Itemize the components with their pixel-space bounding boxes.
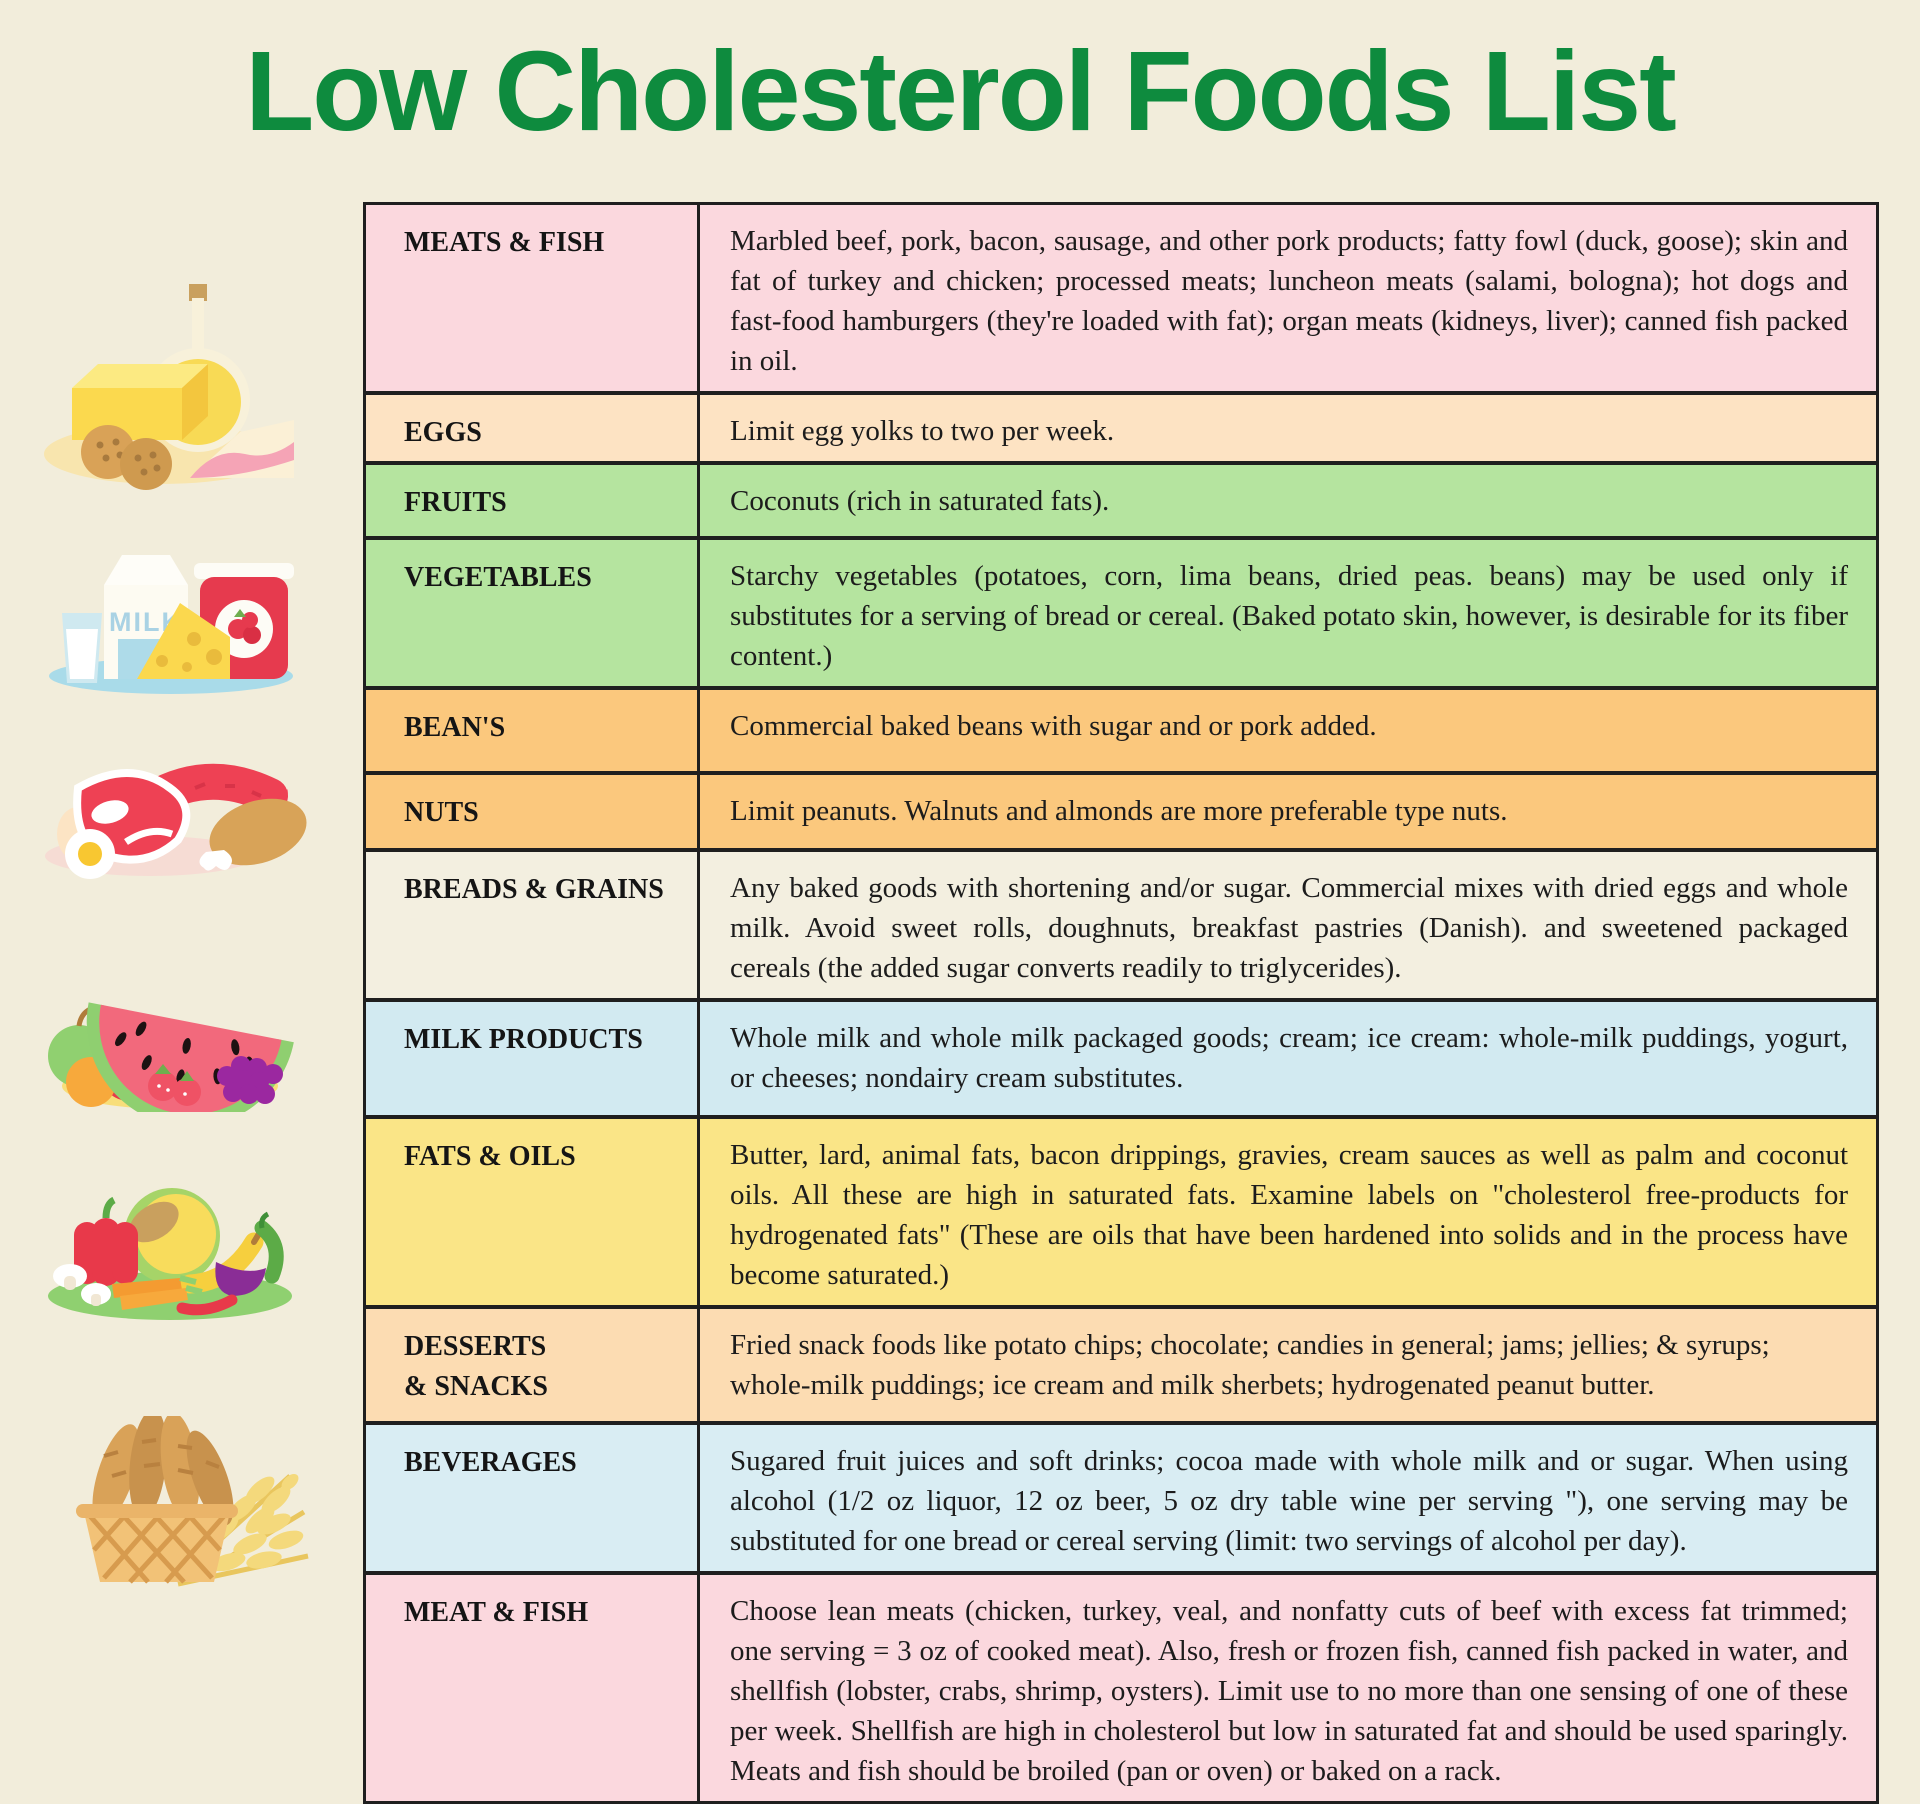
category-label: MEAT & FISH	[366, 1575, 700, 1801]
category-description: Limit egg yolks to two per week.	[730, 415, 1115, 447]
page-title: Low Cholesterol Foods List	[245, 28, 1677, 154]
category-label: VEGETABLES	[366, 540, 700, 686]
category-label: DESSERTS & SNACKS	[366, 1309, 700, 1421]
category-label: EGGS	[366, 395, 700, 461]
category-description: Sugared fruit juices and soft drinks; co…	[730, 1445, 1848, 1557]
category-description: Butter, lard, animal fats, bacon drippin…	[730, 1139, 1848, 1291]
vegetables-plate-illustration	[40, 1184, 300, 1322]
infographic-page: Low Cholesterol Foods List	[28, 28, 1879, 1804]
category-description: Any baked goods with shortening and/or s…	[730, 872, 1848, 984]
table-row: EGGS Limit egg yolks to two per week.	[366, 395, 1876, 465]
table-row: FATS & OILS Butter, lard, animal fats, ba…	[366, 1119, 1876, 1309]
food-table: MEATS & FISH Marbled beef, pork, bacon, s…	[363, 202, 1879, 1804]
category-description: Limit peanuts. Walnuts and almonds are m…	[730, 795, 1508, 827]
bread-basket-wheat-illustration	[28, 1416, 318, 1588]
table-row: NUTS Limit peanuts. Walnuts and almonds a…	[366, 775, 1876, 852]
category-description: Coconuts (rich in saturated fats).	[730, 485, 1110, 517]
table-row: BEAN'S Commercial baked beans with sugar …	[366, 690, 1876, 775]
table-row: FRUITS Coconuts (rich in saturated fats).	[366, 465, 1876, 540]
oil-butter-cookies-sandwich-illustration	[40, 282, 302, 490]
category-label: NUTS	[366, 775, 700, 848]
table-row: MEAT & FISH Choose lean meats (chicken, t…	[366, 1575, 1876, 1801]
table-row: MEATS & FISH Marbled beef, pork, bacon, s…	[366, 205, 1876, 395]
table-row: BREADS & GRAINS Any baked goods with shor…	[366, 852, 1876, 1002]
category-label: MEATS & FISH	[366, 205, 700, 391]
table-row: DESSERTS & SNACKS Fried snack foods like …	[366, 1309, 1876, 1425]
category-description: Commercial baked beans with sugar and or…	[730, 710, 1377, 742]
table-row: BEVERAGES Sugared fruit juices and soft d…	[366, 1425, 1876, 1575]
category-description: Choose lean meats (chicken, turkey, veal…	[730, 1595, 1848, 1787]
category-label: BREADS & GRAINS	[366, 852, 700, 998]
category-description: Starchy vegetables (potatoes, corn, lima…	[730, 560, 1848, 672]
milk-glass-jam-cheese-illustration: MILK	[42, 533, 300, 697]
category-description: Whole milk and whole milk packaged goods…	[730, 1022, 1848, 1094]
table-row: VEGETABLES Starchy vegetables (potatoes, …	[366, 540, 1876, 690]
category-label: BEVERAGES	[366, 1425, 700, 1571]
category-description: Fried snack foods like potato chips; cho…	[730, 1329, 1770, 1401]
category-label: MILK PRODUCTS	[366, 1002, 700, 1115]
steak-sausage-egg-drumstick-illustration	[30, 756, 315, 884]
table-row: MILK PRODUCTS Whole milk and whole milk p…	[366, 1002, 1876, 1119]
category-label: BEAN'S	[366, 690, 700, 771]
category-description: Marbled beef, pork, bacon, sausage, and …	[730, 225, 1848, 377]
category-label: FRUITS	[366, 465, 700, 536]
watermelon-fruits-grapes-illustration	[35, 970, 305, 1112]
category-label: FATS & OILS	[366, 1119, 700, 1305]
